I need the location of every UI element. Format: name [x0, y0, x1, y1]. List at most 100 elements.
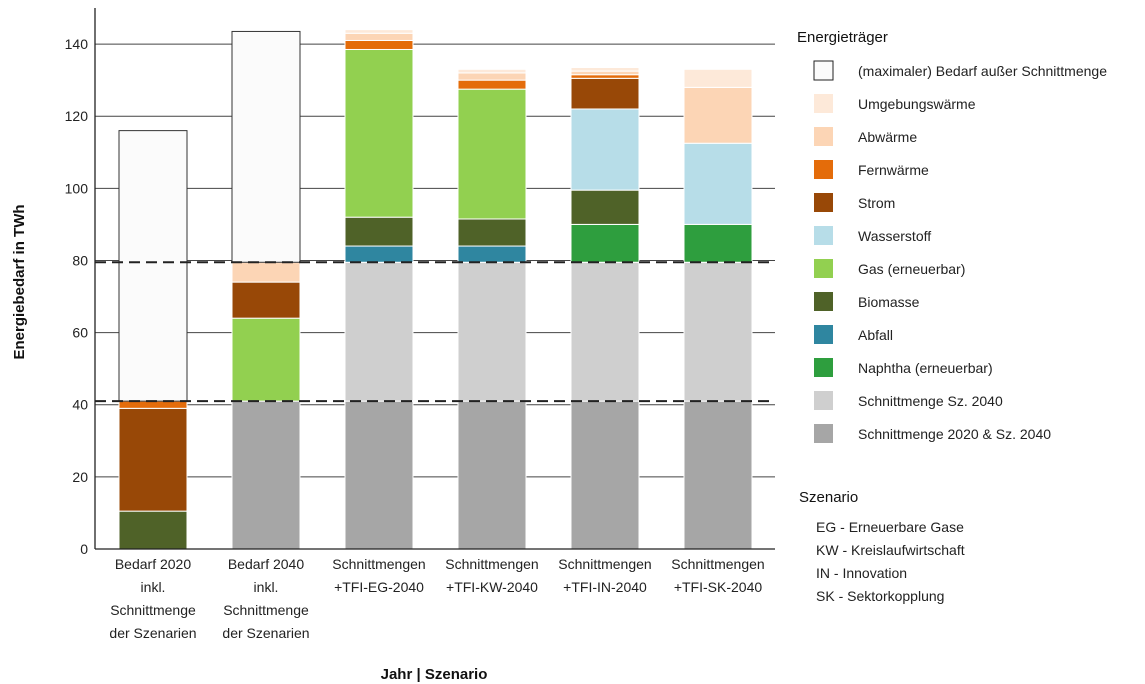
- scenario-text: Kreislaufwirtschaft: [851, 542, 965, 558]
- legend: Energieträger (maximaler) Bedarf außer S…: [797, 29, 1107, 443]
- bar-segment: [570, 77, 640, 110]
- legend-label: Gas (erneuerbar): [858, 261, 965, 277]
- bar-segment: [457, 68, 527, 74]
- legend-label: Abwärme: [858, 129, 917, 145]
- legend-label: Umgebungswärme: [858, 96, 976, 112]
- scenario-code: EG: [816, 519, 836, 535]
- bar-segment: [457, 72, 527, 81]
- bar-segment: [118, 407, 188, 512]
- scenario-code: SK: [816, 588, 835, 604]
- x-axis-title: Jahr | Szenario: [381, 666, 488, 683]
- y-tick-label: 60: [72, 325, 88, 341]
- bar-segment: [683, 86, 753, 144]
- legend-items: (maximaler) Bedarf außer Schnittmenge Umg…: [813, 60, 1107, 443]
- bar-segment: [457, 400, 527, 550]
- bar-segment: [570, 108, 640, 191]
- bar-segment: [570, 189, 640, 225]
- bar-stack: [570, 67, 640, 550]
- bar-segment: [344, 261, 414, 402]
- bar-segment: [344, 32, 414, 41]
- scenario-item: SK - Sektorkopplung: [816, 588, 944, 604]
- legend-label: Schnittmenge Sz. 2040: [858, 393, 1003, 409]
- x-category-label-line: Schnittmengen: [558, 556, 651, 572]
- scenario-code: IN: [816, 565, 830, 581]
- legend-swatch: [814, 226, 833, 245]
- y-tick-label: 100: [65, 180, 89, 196]
- bar-segment: [118, 400, 188, 409]
- reference-lines: [95, 261, 775, 403]
- x-category-labels: Bedarf 2020 inkl. Schnittmenge der Szenarie…: [109, 556, 764, 641]
- legend-label: Naphtha (erneuerbar): [858, 360, 993, 376]
- scenario-dash: -: [839, 542, 851, 558]
- bar-segment: [344, 216, 414, 247]
- bar-segment: [457, 218, 527, 247]
- bar-stack: [457, 68, 527, 550]
- scenario-items: EG - Erneuerbare Gase KW - Kreislaufwirts…: [816, 519, 965, 604]
- bar-segment: [231, 261, 301, 283]
- x-category-label-line: Schnittmengen: [445, 556, 538, 572]
- legend-title: Energieträger: [797, 29, 888, 46]
- bar-segment: [457, 79, 527, 90]
- scenario-text: Erneuerbare Gase: [849, 519, 964, 535]
- x-category-label-line: +TFI-KW-2040: [446, 579, 538, 595]
- x-category-label: Schnittmengen +TFI-KW-2040: [445, 556, 538, 595]
- bar-segment: [118, 130, 188, 402]
- bar-segment: [118, 510, 188, 550]
- legend-swatch: [814, 391, 833, 410]
- legend-swatch: [814, 94, 833, 113]
- legend-swatch: [814, 160, 833, 179]
- y-tick-label: 20: [72, 469, 88, 485]
- scenario-text: Innovation: [842, 565, 907, 581]
- bar-segment: [683, 142, 753, 225]
- legend-swatch: [814, 259, 833, 278]
- bar-segment: [683, 68, 753, 88]
- y-tick-label: 40: [72, 397, 88, 413]
- y-axis-title: Energiebedarf in TWh: [11, 204, 28, 359]
- y-tick-labels: 0 20 40 60 80 100 120 140: [65, 36, 89, 557]
- axes: [94, 8, 775, 550]
- bar-stack: [118, 130, 188, 550]
- bar-segment: [344, 48, 414, 218]
- x-category-label: Schnittmengen +TFI-SK-2040: [671, 556, 764, 595]
- legend-label: Strom: [858, 195, 895, 211]
- bar-segment: [457, 88, 527, 220]
- x-category-label-line: Schnittmengen: [332, 556, 425, 572]
- bar-stacks: [118, 29, 753, 550]
- y-tick-label: 80: [72, 252, 88, 268]
- x-category-label-line: der Szenarien: [109, 625, 196, 641]
- bar-segment: [457, 261, 527, 402]
- legend-label: Wasserstoff: [858, 228, 931, 244]
- scenario-item: KW - Kreislaufwirtschaft: [816, 542, 965, 558]
- bar-segment: [231, 30, 301, 263]
- bar-segment: [231, 281, 301, 319]
- x-category-label: Schnittmengen +TFI-IN-2040: [558, 556, 651, 595]
- bar-stack: [683, 68, 753, 550]
- x-category-label-line: inkl.: [254, 579, 279, 595]
- scenario-dash: -: [835, 588, 847, 604]
- bar-segment: [344, 400, 414, 550]
- bar-segment: [231, 317, 301, 402]
- bar-segment: [683, 261, 753, 402]
- bar-segment: [570, 70, 640, 76]
- x-category-label-line: Schnittmenge: [223, 602, 309, 618]
- scenario-dash: -: [836, 519, 848, 535]
- x-category-label: Bedarf 2020 inkl. Schnittmenge der Szenarie…: [109, 556, 196, 641]
- x-category-label-line: +TFI-SK-2040: [674, 579, 763, 595]
- bar-segment: [570, 261, 640, 402]
- scenario-legend: Szenario EG - Erneuerbare Gase KW - Kreis…: [799, 489, 965, 604]
- legend-swatch: [814, 424, 833, 443]
- y-tick-label: 120: [65, 108, 89, 124]
- legend-swatch: [814, 193, 833, 212]
- y-tick-label: 0: [80, 541, 88, 557]
- scenario-code: KW: [816, 542, 839, 558]
- bar-segment: [570, 400, 640, 550]
- y-tick-label: 140: [65, 36, 89, 52]
- x-category-label: Schnittmengen +TFI-EG-2040: [332, 556, 425, 595]
- bar-stack: [231, 30, 301, 550]
- legend-swatch: [814, 325, 833, 344]
- x-category-label-line: der Szenarien: [222, 625, 309, 641]
- x-category-label-line: Bedarf 2040: [228, 556, 304, 572]
- x-category-label-line: Schnittmengen: [671, 556, 764, 572]
- legend-swatch: [814, 127, 833, 146]
